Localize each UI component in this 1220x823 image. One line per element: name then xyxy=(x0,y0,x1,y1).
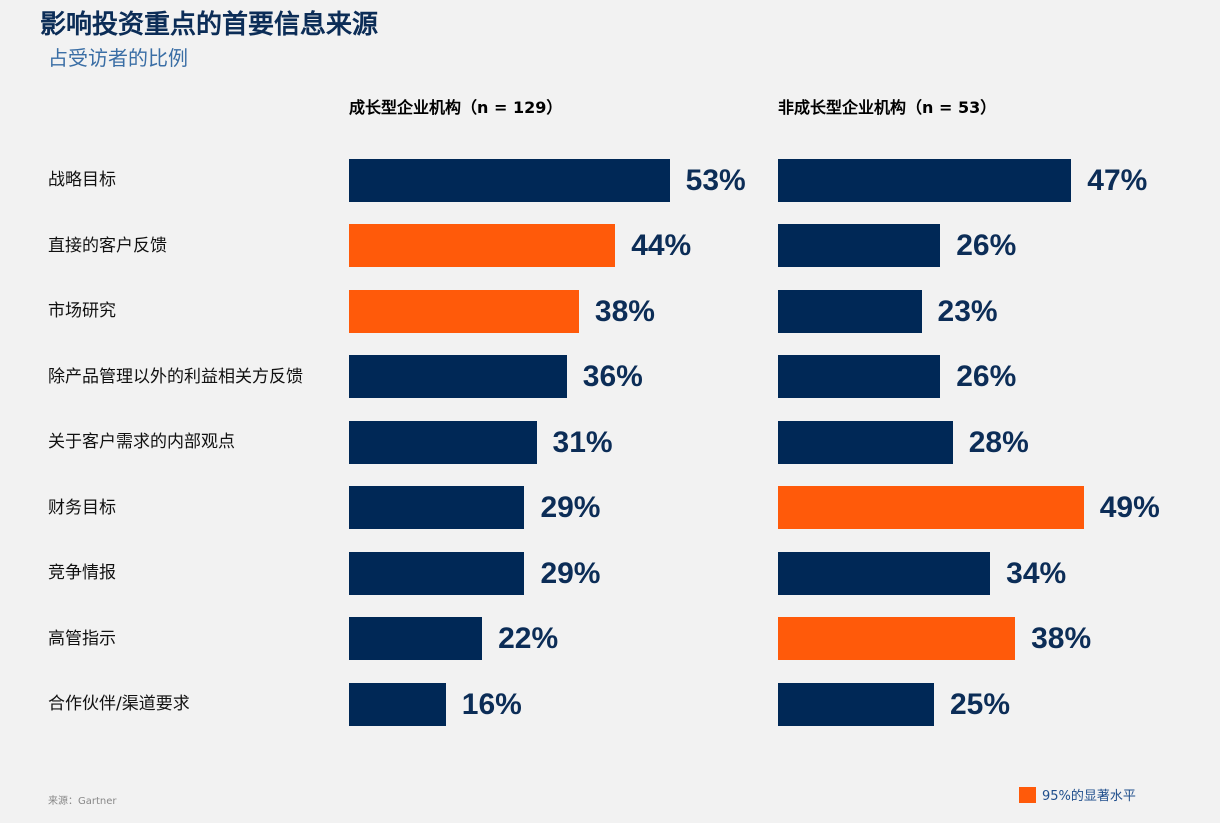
data-label: 26% xyxy=(956,360,1017,393)
data-label: 47% xyxy=(1087,163,1148,197)
category-label: 财务目标 xyxy=(48,497,116,518)
legend: 95%的显著水平 xyxy=(1019,785,1136,804)
legend-label: 95%的显著水平 xyxy=(1042,789,1136,804)
bar xyxy=(349,682,446,726)
bar xyxy=(778,224,941,267)
category-label: 战略目标 xyxy=(48,170,116,190)
chart-title: 影响投资重点的首要信息来源 xyxy=(40,10,379,40)
category-label: 市场研究 xyxy=(48,301,116,321)
data-label: 26% xyxy=(956,229,1017,262)
data-label: 22% xyxy=(498,622,559,655)
category-label: 竞争情报 xyxy=(48,563,116,583)
bar xyxy=(778,486,1084,529)
data-label: 29% xyxy=(540,556,601,590)
chart-subtitle: 占受访者的比例 xyxy=(48,46,188,70)
legend-swatch-significant xyxy=(1019,786,1036,803)
data-label: 49% xyxy=(1099,491,1160,524)
data-label: 38% xyxy=(1031,622,1092,655)
category-label: 高管指示 xyxy=(48,628,116,649)
category-label: 合作伙伴/渠道要求 xyxy=(48,694,190,714)
data-label: 36% xyxy=(582,360,643,393)
bar xyxy=(778,682,934,726)
data-label: 38% xyxy=(594,294,655,328)
bar xyxy=(349,420,537,464)
series-header-growth: 成长型企业机构（n = 129） xyxy=(349,98,563,117)
bar xyxy=(349,486,525,529)
data-label: 28% xyxy=(968,425,1029,459)
bar xyxy=(349,289,579,333)
bar xyxy=(349,158,670,202)
bar xyxy=(349,355,567,398)
bar xyxy=(778,551,991,595)
category-label: 除产品管理以外的利益相关方反馈 xyxy=(48,366,303,387)
data-label: 31% xyxy=(552,425,613,459)
source-note: 来源：Gartner xyxy=(48,796,117,807)
bar xyxy=(778,617,1016,660)
data-label: 25% xyxy=(950,687,1011,721)
data-label: 16% xyxy=(461,687,522,721)
series-header-nongrowth: 非成长型企业机构（n = 53） xyxy=(778,98,997,117)
bar xyxy=(349,224,616,267)
data-label: 23% xyxy=(937,294,998,328)
bar xyxy=(349,551,525,595)
data-label: 34% xyxy=(1006,556,1067,590)
data-label: 53% xyxy=(685,163,746,197)
data-label: 44% xyxy=(631,229,692,262)
data-label: 29% xyxy=(540,491,601,524)
category-label: 直接的客户反馈 xyxy=(48,235,167,256)
bar xyxy=(778,420,953,464)
bar xyxy=(349,617,483,660)
category-label: 关于客户需求的内部观点 xyxy=(48,432,235,452)
bar xyxy=(778,355,941,398)
bar xyxy=(778,289,922,333)
bar xyxy=(778,158,1072,202)
